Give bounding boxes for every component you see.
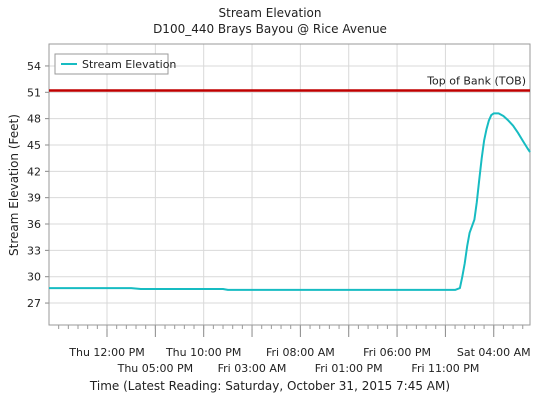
x-tick-label: Sat 04:00 AM xyxy=(457,346,531,359)
y-axis-title: Stream Elevation (Feet) xyxy=(7,114,21,256)
x-tick-label: Fri 01:00 PM xyxy=(315,362,383,375)
y-tick-label: 39 xyxy=(27,192,41,205)
x-axis-title: Time (Latest Reading: Saturday, October … xyxy=(89,379,450,393)
plot-border xyxy=(48,43,531,326)
legend-box xyxy=(54,53,169,75)
y-tick-label: 36 xyxy=(27,218,41,231)
y-tick-label: 54 xyxy=(27,60,41,73)
x-tick-label: Fri 11:00 PM xyxy=(411,362,479,375)
chart-title: Stream Elevation xyxy=(218,6,322,20)
x-tick-label: Thu 10:00 PM xyxy=(165,346,241,359)
y-tick-label: 27 xyxy=(27,297,41,310)
x-tick-label: Fri 06:00 PM xyxy=(363,346,431,359)
y-tick-label: 51 xyxy=(27,86,41,99)
y-tick-label: 45 xyxy=(27,139,41,152)
top-of-bank-label: Top of Bank (TOB) xyxy=(426,75,526,88)
y-tick-label: 42 xyxy=(27,165,41,178)
y-tick-label: 33 xyxy=(27,244,41,257)
x-tick-label: Fri 08:00 AM xyxy=(266,346,335,359)
legend-label: Stream Elevation xyxy=(82,58,176,71)
x-tick-label: Thu 05:00 PM xyxy=(117,362,193,375)
x-tick-label: Fri 03:00 AM xyxy=(218,362,287,375)
x-tick-label: Thu 12:00 PM xyxy=(68,346,144,359)
y-tick-label: 30 xyxy=(27,271,41,284)
y-tick-label: 48 xyxy=(27,113,41,126)
stream-elevation-series-line xyxy=(49,112,531,291)
chart-subtitle: D100_440 Brays Bayou @ Rice Avenue xyxy=(153,22,387,36)
